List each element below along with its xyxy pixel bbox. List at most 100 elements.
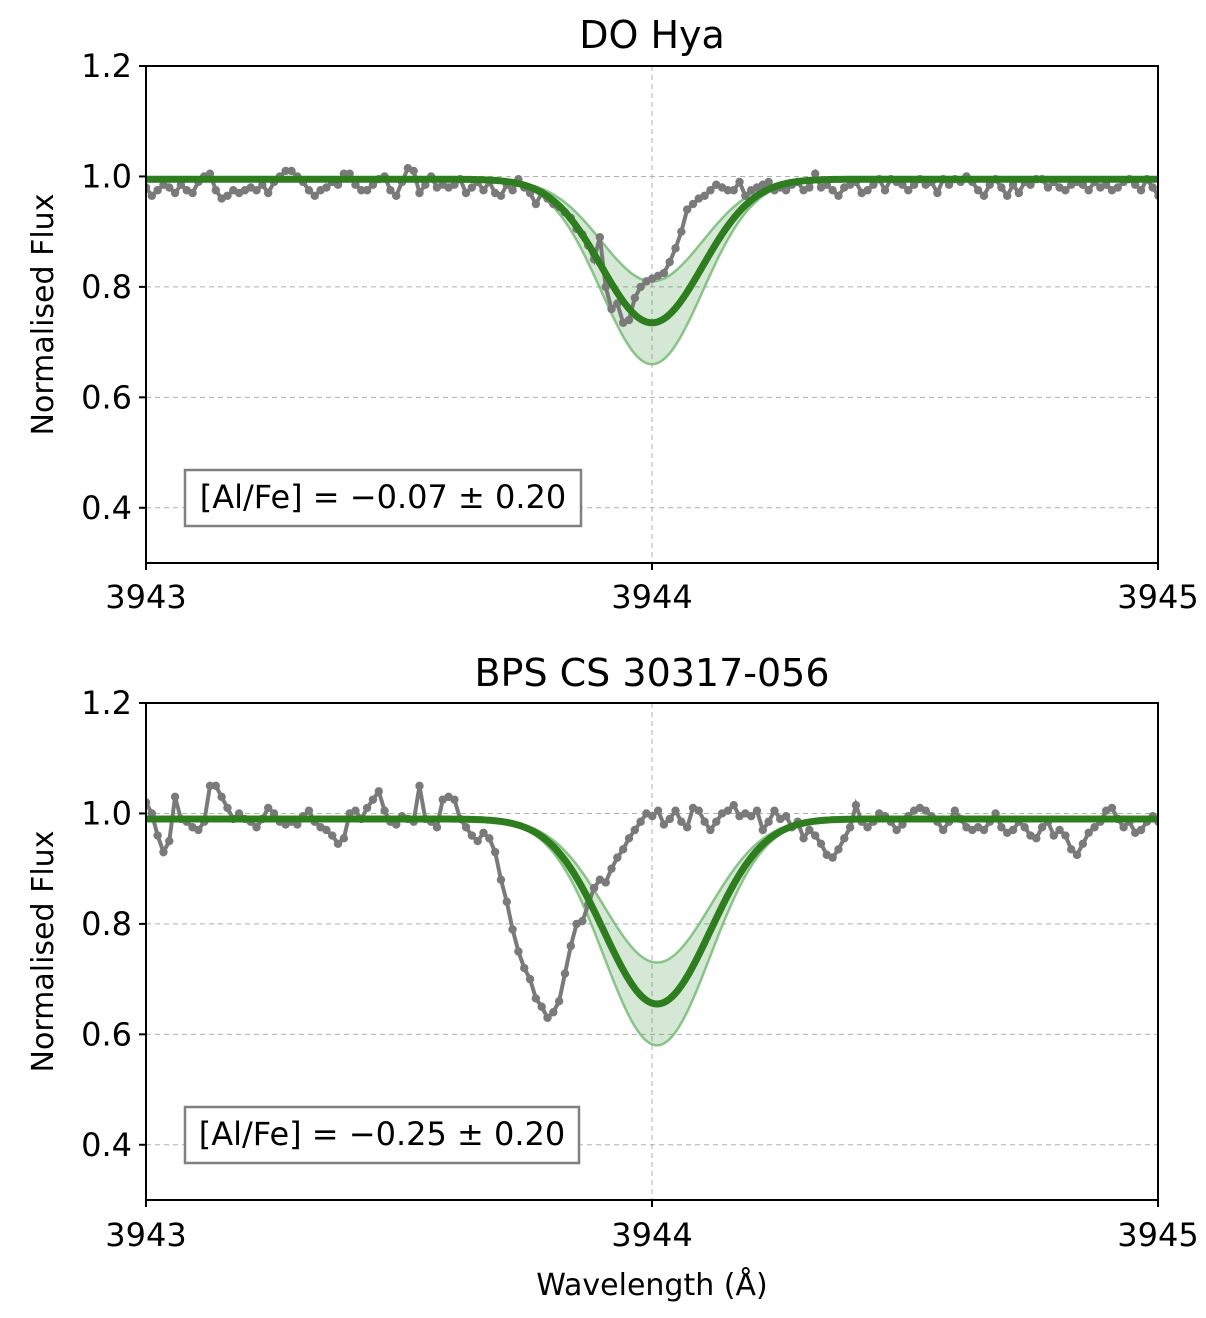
observed-point (997, 183, 1006, 192)
observed-point (834, 191, 843, 200)
observed-point (1032, 834, 1041, 843)
panel-do-hya: 0.4 0.6 0.8 1.0 1.2 3943 3944 3945 DO Hya Normali… (26, 13, 1199, 616)
observed-point (1113, 183, 1122, 192)
observed-point (1136, 825, 1146, 835)
observed-point (630, 293, 639, 303)
observed-point (543, 1013, 552, 1022)
x-tick-label: 3944 (611, 578, 692, 616)
observed-point (165, 183, 174, 192)
observed-point (264, 803, 273, 813)
observed-point (665, 814, 674, 824)
observed-point (805, 825, 814, 835)
chart-title: DO Hya (579, 13, 725, 57)
observed-point (1078, 839, 1088, 849)
observed-point (322, 825, 331, 835)
observed-point (479, 828, 488, 837)
observed-point (520, 963, 529, 973)
observed-point (758, 825, 768, 835)
observed-point (322, 183, 331, 192)
observed-point (997, 823, 1006, 832)
observed-point (223, 803, 232, 813)
observed-point (840, 834, 849, 843)
observed-point (479, 186, 488, 195)
observed-point (328, 831, 337, 840)
y-tick-label: 1.2 (81, 47, 132, 85)
observed-point (362, 186, 372, 195)
observed-point (409, 166, 418, 176)
observed-point (508, 186, 517, 195)
observed-point (979, 825, 989, 835)
observed-point (467, 183, 477, 192)
observed-point (741, 191, 750, 200)
observed-point (351, 806, 360, 815)
observed-point (781, 186, 791, 195)
observed-point (659, 820, 669, 829)
observed-point (904, 186, 913, 195)
observed-point (607, 304, 616, 314)
observed-point (781, 812, 791, 821)
observed-point (211, 186, 221, 195)
x-axis-label: Wavelength (Å) (536, 1267, 767, 1303)
observed-point (682, 823, 692, 832)
observed-point (648, 812, 657, 821)
observed-point (1107, 803, 1117, 813)
observed-point (153, 186, 162, 195)
observed-point (799, 834, 808, 843)
observed-point (461, 188, 471, 198)
x-tick-label: 3944 (611, 1216, 692, 1254)
observed-point (333, 839, 343, 849)
observed-point (677, 227, 686, 236)
observed-point (380, 806, 389, 815)
x-tick-label: 3945 (1117, 578, 1198, 616)
observed-point (595, 232, 605, 242)
observed-point (729, 800, 738, 810)
observed-point (706, 825, 715, 835)
observed-point (863, 186, 872, 195)
observed-point (746, 812, 756, 821)
observed-point (1020, 823, 1029, 832)
observed-point (630, 825, 639, 835)
observed-point (682, 205, 692, 214)
observed-point (146, 183, 151, 192)
observed-point (304, 806, 314, 815)
observed-point (834, 845, 843, 854)
observed-point (490, 847, 500, 857)
annotation-box (183, 1105, 581, 1165)
observed-point (636, 282, 645, 292)
observed-point (1084, 828, 1093, 837)
observed-point (368, 795, 378, 804)
observed-point (386, 186, 395, 195)
observed-point (613, 853, 622, 862)
observed-point (764, 817, 773, 826)
observed-point (339, 834, 349, 843)
observed-point (671, 244, 680, 253)
observed-point (1061, 831, 1070, 840)
observed-point (805, 183, 814, 192)
model-line-best-fit (146, 815, 1158, 1008)
observed-point (165, 836, 174, 846)
observed-point (933, 188, 942, 198)
observed-point (636, 817, 645, 826)
observed-point (194, 825, 203, 835)
observed-point (973, 186, 983, 195)
observed-point (450, 795, 459, 804)
observed-point (671, 806, 680, 815)
observed-point (153, 831, 162, 840)
panel-bps-cs-30317-056: 0.4 0.6 0.8 1.0 1.2 3943 3944 3945 BPS CS 30317-… (26, 651, 1199, 1303)
observed-point (554, 997, 564, 1006)
observed-point (1136, 186, 1146, 195)
observed-point (723, 186, 733, 195)
x-tick-label: 3943 (105, 578, 186, 616)
observed-point (618, 845, 628, 854)
y-axis-label: Normalised Flux (26, 831, 61, 1073)
observed-point (211, 781, 221, 791)
observed-point (496, 191, 506, 200)
observed-point (461, 823, 471, 832)
chart-title: BPS CS 30317-056 (474, 651, 829, 695)
observed-point (770, 806, 779, 815)
observed-point (560, 969, 570, 978)
observed-point (1067, 845, 1076, 854)
observed-point (729, 186, 738, 195)
observed-point (1014, 188, 1024, 198)
